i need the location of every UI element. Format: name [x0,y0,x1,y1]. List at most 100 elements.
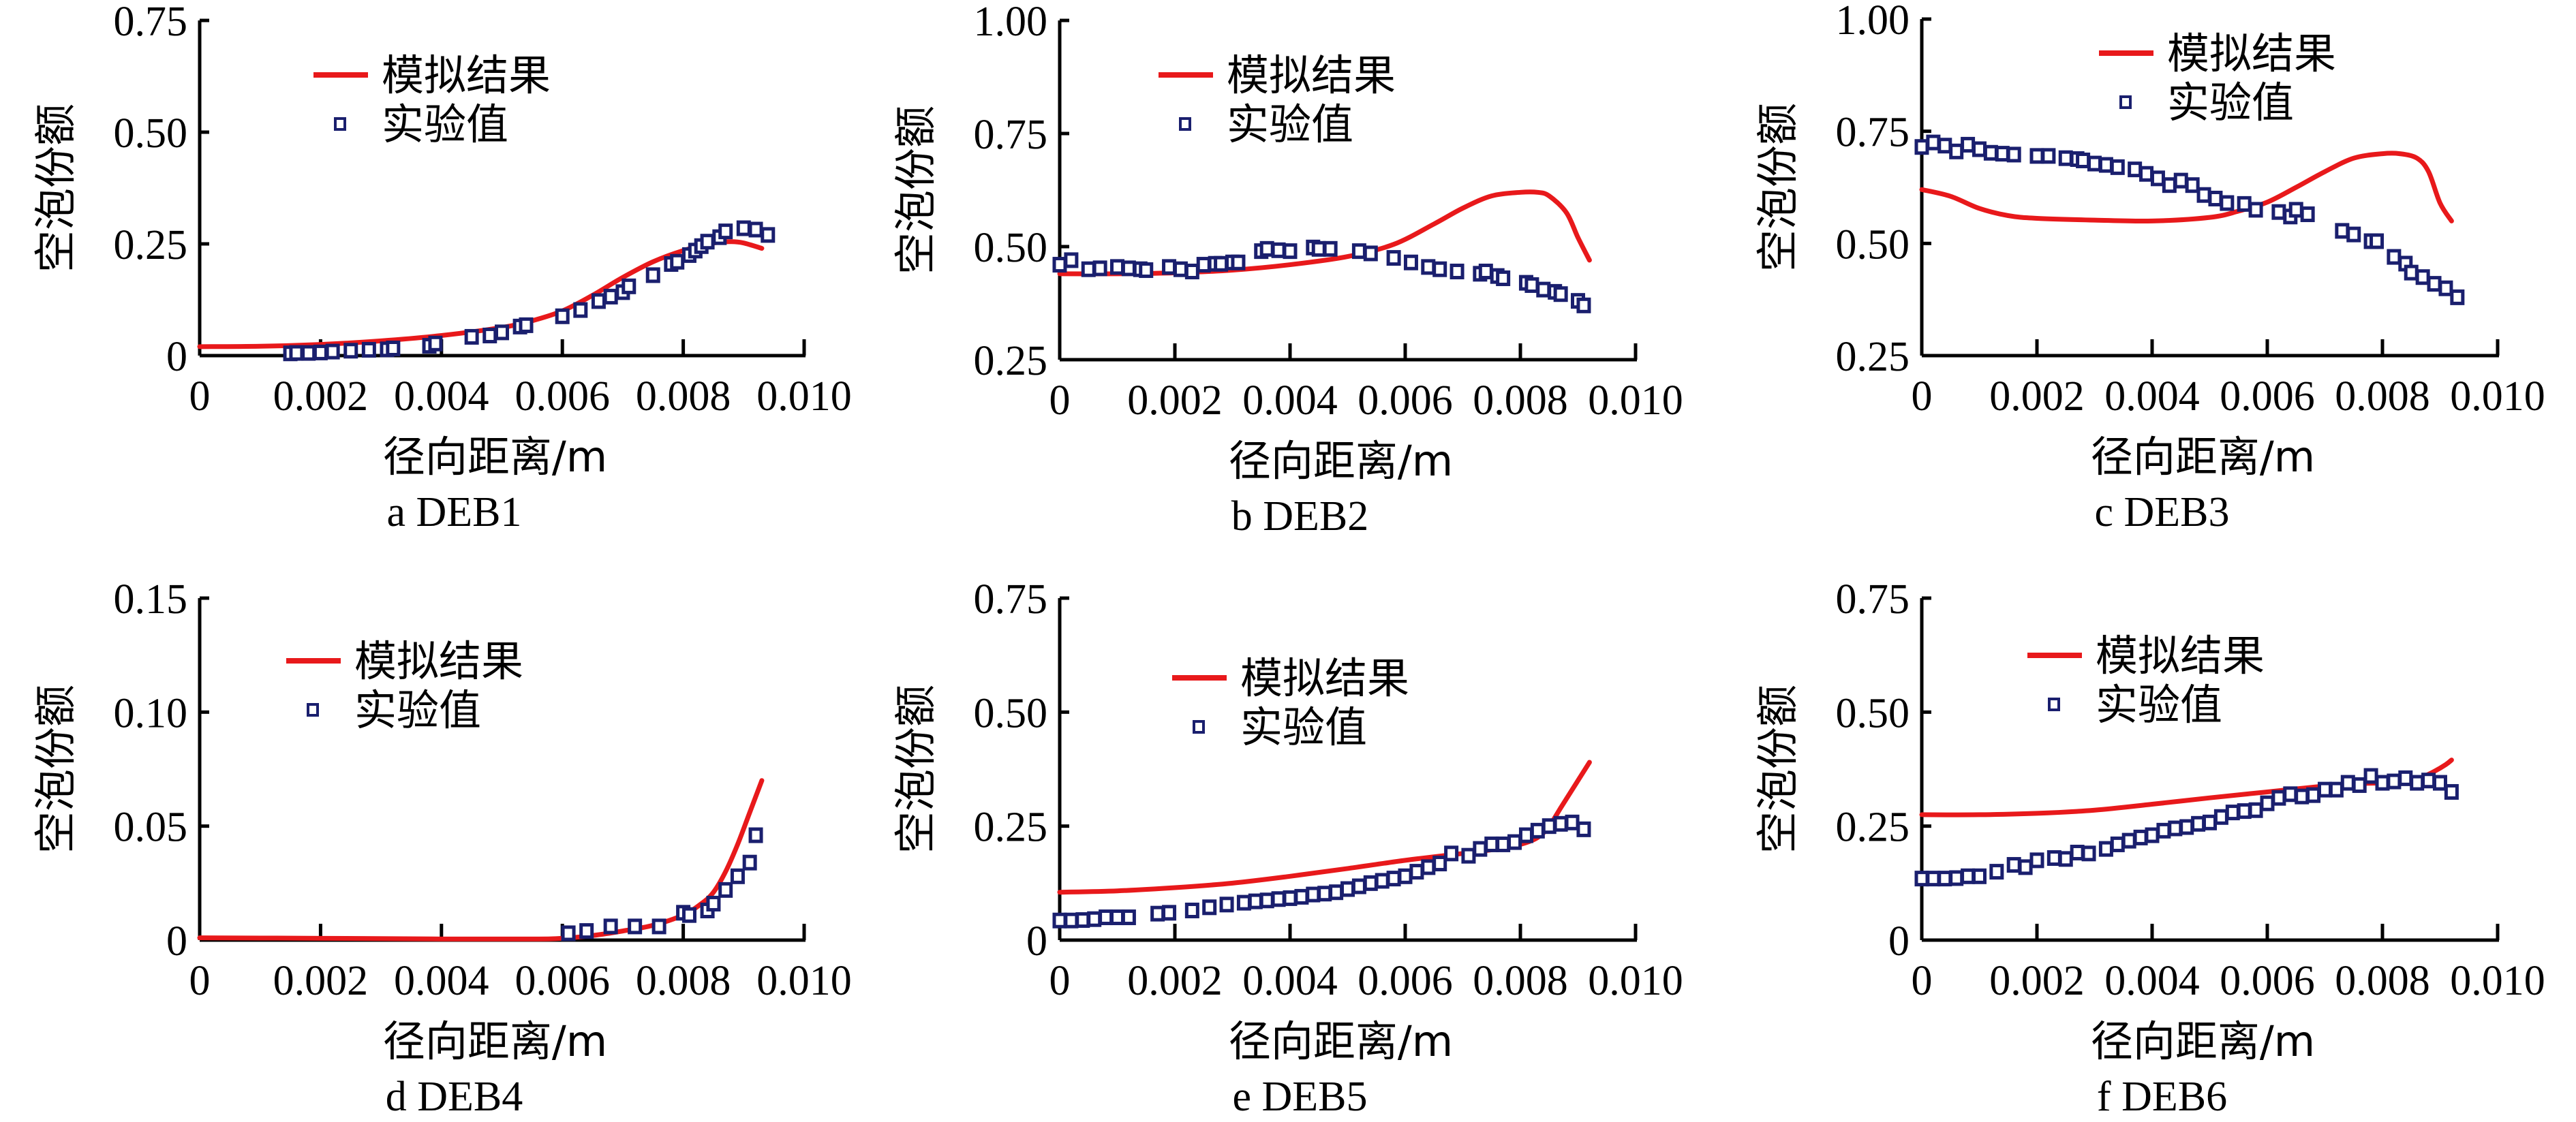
legend-marker-swatch [307,703,319,717]
experiment-point [1219,897,1234,913]
experiment-point [2300,206,2315,223]
x-tick-label: 0.002 [1127,377,1223,424]
experiment-point [1375,873,1390,889]
experiment-point [1294,888,1309,905]
panel-caption: e DEB5 [1232,1074,1367,1120]
experiment-point [1398,868,1413,884]
experiment-point [1087,911,1102,927]
x-tick-label: 0.004 [2104,958,2200,1004]
experiment-point [1576,821,1591,837]
legend-label-experiment: 实验值 [2096,680,2222,730]
legend-label-experiment: 实验值 [2167,78,2294,127]
x-tick-label: 0 [1049,958,1071,1004]
experiment-point [736,220,751,236]
experiment-point [1214,255,1229,272]
x-tick-label: 0.006 [515,958,610,1004]
x-tick-label: 0.006 [2220,958,2315,1004]
experiment-point [1432,856,1447,872]
experiment-point [555,308,570,324]
experiment-point [1283,890,1298,906]
y-tick-label: 0 [166,918,187,965]
experiment-point [1363,245,1378,262]
x-tick-label: 0.008 [636,958,731,1004]
legend-label-model: 模拟结果 [354,636,523,686]
model-line [197,778,765,941]
experiment-point [645,267,660,283]
legend-label-experiment: 实验值 [382,99,508,149]
experiment-point [1444,845,1459,862]
x-tick-label: 0.006 [2220,373,2315,420]
y-tick-label: 0.15 [114,576,188,623]
x-tick-label: 0.010 [756,958,852,1004]
experiment-point [573,302,588,318]
experiment-point [1536,281,1551,298]
experiment-point [428,335,443,352]
legend-label-experiment: 实验值 [1240,702,1367,752]
x-tick-label: 0.008 [2335,958,2430,1004]
experiment-point [1139,262,1154,279]
x-tick-label: 0.010 [1588,958,1683,1004]
experiment-point [1283,243,1298,260]
y-tick-label: 0.25 [1836,805,1910,851]
experiment-point [622,278,637,294]
experiment-point [1202,899,1217,916]
experiment-point [2375,775,2390,791]
experiment-point [1524,277,1539,293]
experiment-point [1184,902,1199,918]
experiment-point [361,341,376,358]
experiment-point [1271,242,1286,258]
experiment-point [1162,259,1177,275]
legend-marker-swatch [1193,720,1205,734]
panel-caption: b DEB2 [1231,493,1369,540]
experiment-point [2248,802,2263,818]
experiment-point [2363,768,2378,784]
x-tick-label: 0 [1912,373,1933,420]
experiment-point [2196,187,2211,203]
experiment-point [2318,781,2332,798]
experiment-point [1162,905,1177,921]
panel-caption: d DEB4 [386,1074,523,1120]
experiment-point [1542,818,1557,835]
experiment-point [2179,819,2194,835]
x-tick-label: 0.010 [2450,958,2545,1004]
y-tick-label: 0.75 [114,0,188,45]
x-tick-label: 0.008 [1473,958,1568,1004]
experiment-point [2191,815,2206,832]
experiment-point [742,854,757,871]
chart-panel-c: 0.25 0.50 0.75 1.00 0 0.002 0.004 0.006 0.008 0.0… [1753,0,2545,535]
experiment-point [1236,894,1251,911]
panel-caption: f DEB6 [2097,1074,2227,1120]
experiment-point [1989,864,2004,880]
y-tick-label: 0.75 [1836,110,1910,156]
y-tick-label: 0.25 [114,222,188,268]
experiment-point [1306,886,1321,903]
experiment-point [464,328,479,345]
experiment-point [313,344,328,360]
experiment-point [2335,223,2350,239]
chart-panel-a: 0 0.25 0.50 0.75 0 0.002 0.004 0.006 0.008 0.010 径… [31,0,852,535]
y-tick-label: 1.00 [1836,0,1910,44]
y-tick-label: 0 [1026,918,1047,965]
x-tick-label: 0 [189,373,211,420]
chart-panel-d: 0 0.05 0.10 0.15 0 0.002 0.004 0.006 0.008 0.010 径… [31,576,852,1120]
model-line [1057,760,1592,895]
x-axis-title: 径向距离/m [1229,436,1453,486]
y-tick-label: 0.25 [974,805,1048,851]
legend-label-model: 模拟结果 [382,50,551,100]
y-tick-label: 0 [166,334,187,380]
experiment-point [1409,864,1424,880]
experiment-point [2260,795,2275,811]
y-tick-label: 0.50 [1836,690,1910,736]
legend-marker-swatch [2048,698,2060,711]
panel-caption: a DEB1 [386,489,521,535]
x-tick-label: 0.006 [1358,377,1453,424]
experiment-point [1259,240,1274,257]
x-axis-title: 径向距离/m [383,1016,607,1066]
experiment-point [1926,134,1941,151]
x-tick-label: 0.004 [1242,958,1338,1004]
experiment-point [1496,270,1511,286]
experiment-point [1259,892,1274,909]
